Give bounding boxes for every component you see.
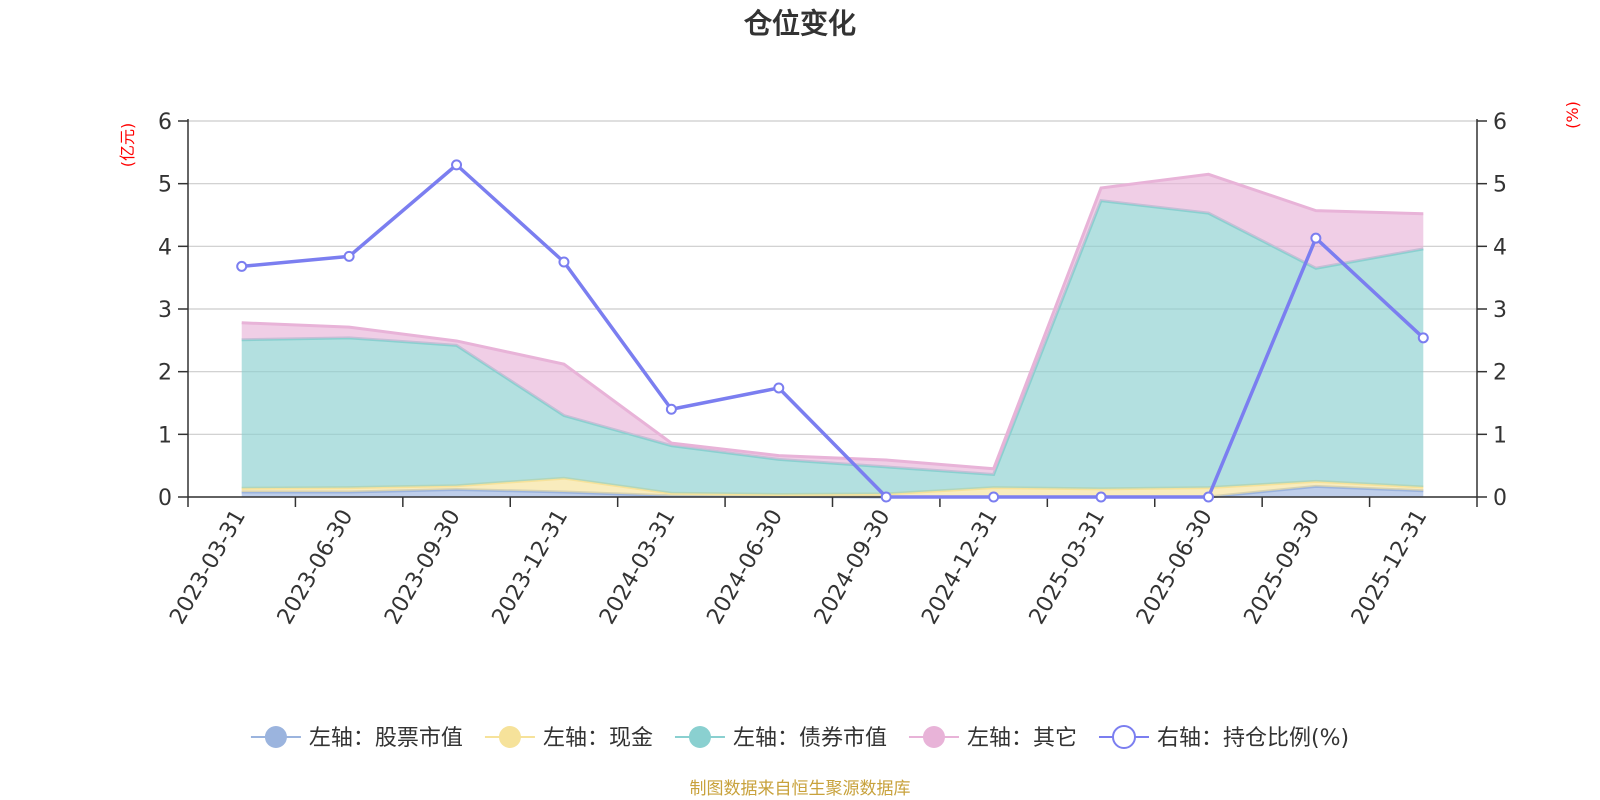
legend-item[interactable]: 左轴：股票市值 <box>250 726 463 751</box>
left-tick-label: 6 <box>158 110 172 135</box>
x-axis-ticks: 2023-03-31 2023-06-30 2023-09-30 2023-12-31… <box>165 497 1478 629</box>
legend-dot-icon <box>922 726 945 748</box>
legend-dot-icon <box>264 726 287 748</box>
right-tick-label: 2 <box>1493 361 1507 386</box>
chart-title: 仓位变化 <box>744 7 856 40</box>
ratio-point[interactable] <box>1202 491 1214 503</box>
ratio-point[interactable] <box>343 250 355 262</box>
x-tick-label: 2025-12-31 <box>1347 506 1433 629</box>
right-tick-label: 3 <box>1493 298 1507 323</box>
area-edge-4 <box>241 172 1424 471</box>
ratio-point[interactable] <box>1310 232 1322 244</box>
left-tick-label: 3 <box>158 298 172 323</box>
x-tick-label: 2024-09-30 <box>810 506 896 629</box>
left-tick-label: 0 <box>158 486 172 511</box>
ratio-point[interactable] <box>773 382 785 394</box>
ratio-point[interactable] <box>665 403 677 415</box>
legend-item[interactable]: 左轴：债券市值 <box>674 726 887 751</box>
stacked-areas <box>241 172 1424 499</box>
legend-dot-icon <box>688 726 711 748</box>
right-tick-label: 5 <box>1493 173 1507 198</box>
ratio-point[interactable] <box>558 256 570 268</box>
legend-dot-icon <box>498 726 521 748</box>
legend: 左轴：股票市值 左轴：现金 左轴：债券市值 左轴：其它 右轴：持仓比例(%) <box>250 725 1349 751</box>
right-tick-label: 1 <box>1493 423 1507 448</box>
legend-label: 左轴：债券市值 <box>733 726 887 751</box>
left-axis-ticks: 0 1 2 3 4 5 6 <box>158 110 188 511</box>
left-tick-label: 1 <box>158 423 172 448</box>
legend-ring-icon <box>1111 725 1136 749</box>
x-tick-label: 2023-09-30 <box>380 505 466 628</box>
x-tick-label: 2024-06-30 <box>702 506 788 629</box>
legend-label: 左轴：现金 <box>543 726 653 751</box>
x-tick-label: 2023-12-31 <box>488 506 574 629</box>
right-tick-label: 6 <box>1493 110 1507 135</box>
source-note: 制图数据来自恒生聚源数据库 <box>690 779 911 799</box>
left-axis-unit: (亿元) <box>118 123 137 168</box>
ratio-point[interactable] <box>880 491 892 503</box>
legend-label: 左轴：其它 <box>967 726 1077 751</box>
x-tick-label: 2024-12-31 <box>917 506 1003 629</box>
legend-label: 右轴：持仓比例(%) <box>1157 726 1349 751</box>
ratio-series-line <box>241 163 1425 499</box>
right-tick-label: 0 <box>1493 486 1507 511</box>
area-2 <box>241 478 1424 497</box>
left-tick-label: 5 <box>158 173 172 198</box>
ratio-point[interactable] <box>1417 332 1429 344</box>
x-tick-label: 2025-03-31 <box>1025 506 1111 629</box>
ratio-point[interactable] <box>451 159 463 171</box>
x-tick-label: 2024-03-31 <box>595 506 681 629</box>
legend-item[interactable]: 右轴：持仓比例(%) <box>1098 725 1349 751</box>
right-axis-unit: (%) <box>1563 101 1582 129</box>
ratio-point[interactable] <box>236 260 248 272</box>
x-tick-label: 2025-06-30 <box>1132 506 1218 629</box>
legend-item[interactable]: 左轴：现金 <box>484 726 653 751</box>
x-tick-label: 2023-06-30 <box>273 506 359 629</box>
legend-item[interactable]: 左轴：其它 <box>908 726 1077 751</box>
right-axis-ticks: 0 1 2 3 4 5 6 <box>1477 110 1507 511</box>
legend-label: 左轴：股票市值 <box>309 726 463 751</box>
area-1 <box>241 486 1424 497</box>
left-tick-label: 4 <box>158 235 172 260</box>
holding-ratio-line <box>236 159 1429 503</box>
right-tick-label: 4 <box>1493 235 1507 260</box>
x-tick-label: 2025-09-30 <box>1239 506 1325 629</box>
ratio-point[interactable] <box>1095 491 1107 503</box>
x-tick-label: 2023-03-31 <box>165 506 251 629</box>
ratio-point[interactable] <box>988 491 1000 503</box>
area-3 <box>241 200 1424 495</box>
left-tick-label: 2 <box>158 361 172 386</box>
